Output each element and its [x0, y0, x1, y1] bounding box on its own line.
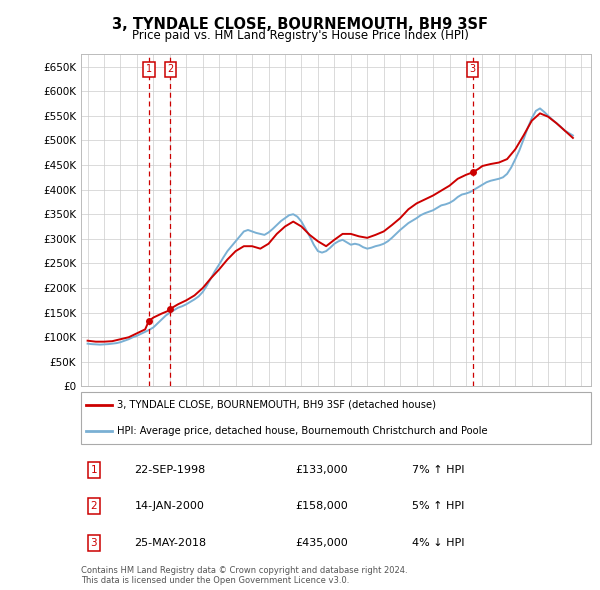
Text: 4% ↓ HPI: 4% ↓ HPI — [413, 538, 465, 548]
Text: 3, TYNDALE CLOSE, BOURNEMOUTH, BH9 3SF (detached house): 3, TYNDALE CLOSE, BOURNEMOUTH, BH9 3SF (… — [116, 400, 436, 409]
Text: 7% ↑ HPI: 7% ↑ HPI — [413, 466, 465, 475]
Text: 2: 2 — [91, 502, 97, 512]
Text: 25-MAY-2018: 25-MAY-2018 — [134, 538, 206, 548]
Text: 22-SEP-1998: 22-SEP-1998 — [134, 466, 206, 475]
Text: 14-JAN-2000: 14-JAN-2000 — [134, 502, 205, 512]
Text: 3: 3 — [91, 538, 97, 548]
Text: 3: 3 — [469, 64, 476, 74]
Text: £435,000: £435,000 — [295, 538, 348, 548]
Text: 3, TYNDALE CLOSE, BOURNEMOUTH, BH9 3SF: 3, TYNDALE CLOSE, BOURNEMOUTH, BH9 3SF — [112, 17, 488, 31]
Text: HPI: Average price, detached house, Bournemouth Christchurch and Poole: HPI: Average price, detached house, Bour… — [116, 426, 487, 435]
Text: 5% ↑ HPI: 5% ↑ HPI — [413, 502, 465, 512]
Text: £133,000: £133,000 — [295, 466, 348, 475]
Text: 2: 2 — [167, 64, 173, 74]
Text: Contains HM Land Registry data © Crown copyright and database right 2024.
This d: Contains HM Land Registry data © Crown c… — [81, 566, 407, 585]
Text: £158,000: £158,000 — [295, 502, 348, 512]
Text: 1: 1 — [146, 64, 152, 74]
Text: Price paid vs. HM Land Registry's House Price Index (HPI): Price paid vs. HM Land Registry's House … — [131, 30, 469, 42]
Text: 1: 1 — [91, 466, 97, 475]
FancyBboxPatch shape — [81, 392, 591, 444]
